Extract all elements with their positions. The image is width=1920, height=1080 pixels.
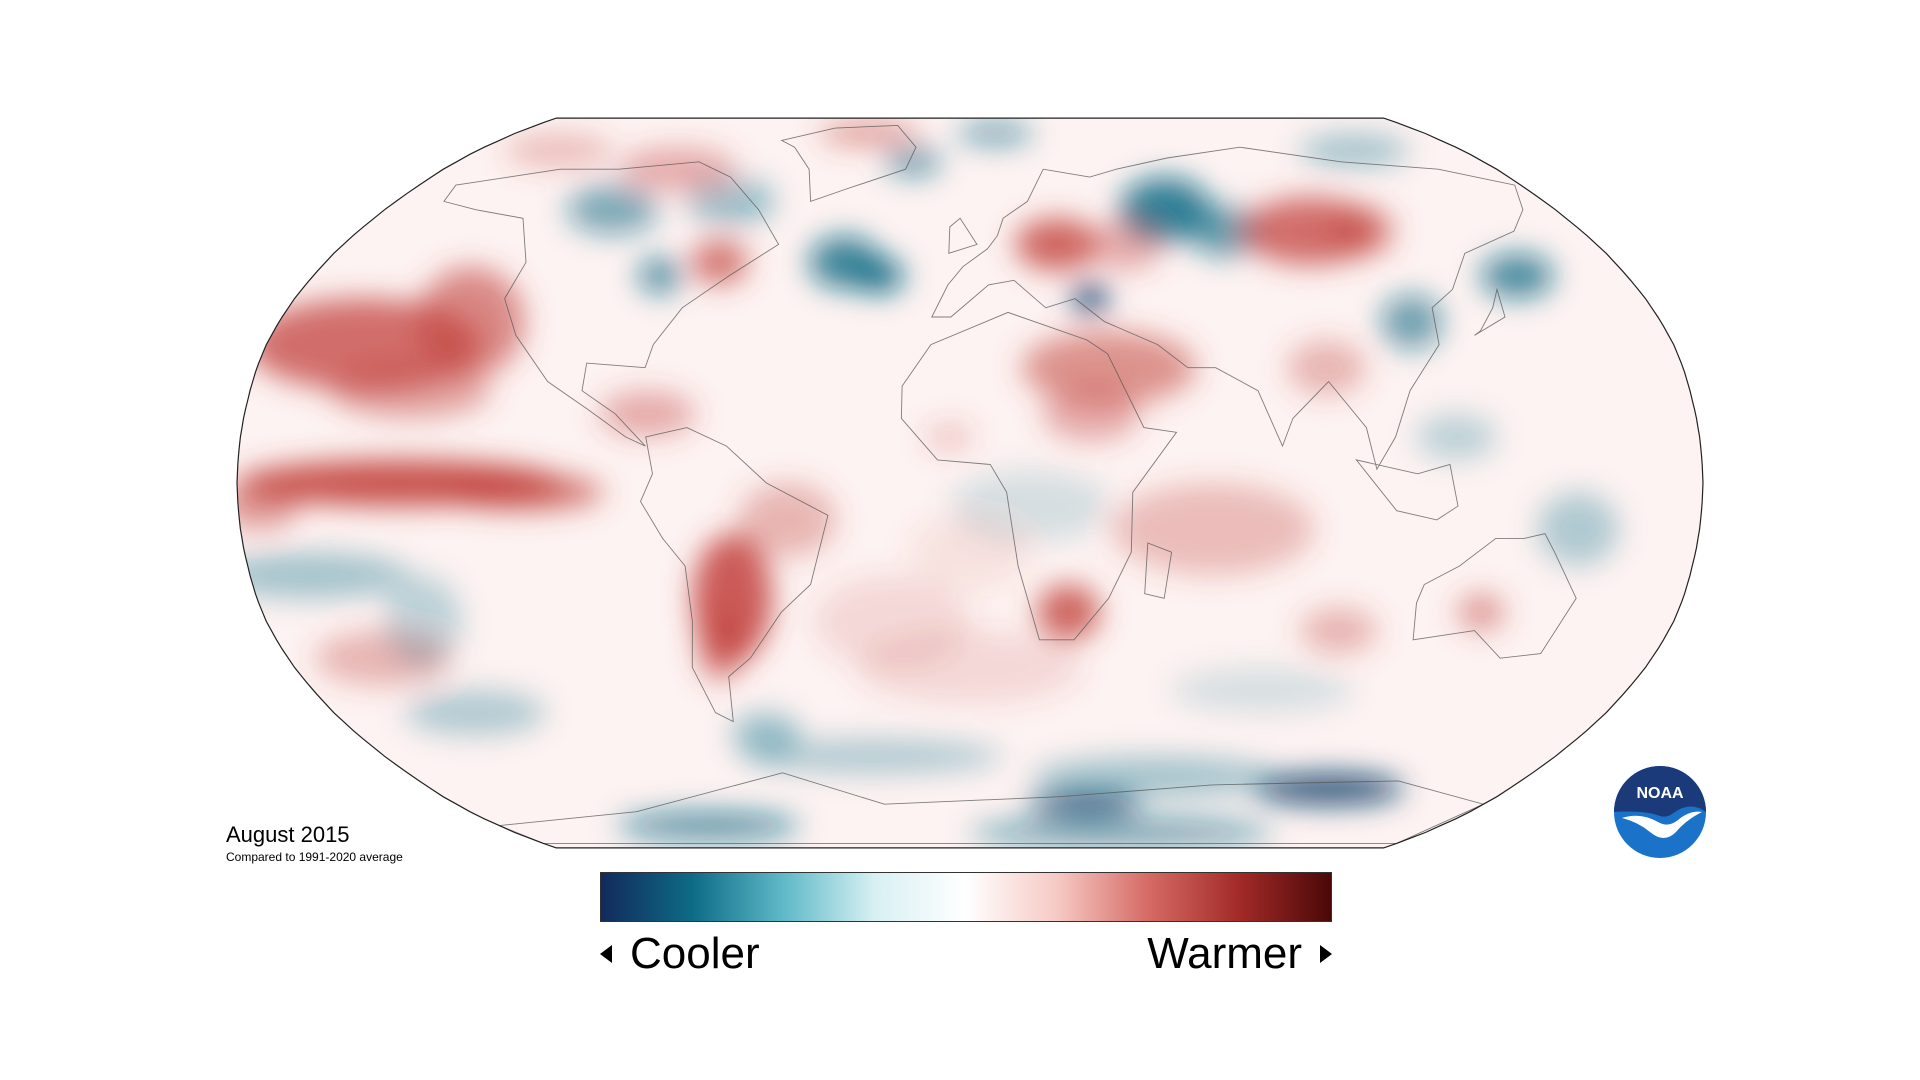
anomaly-region <box>742 739 1003 774</box>
warmer-text: Warmer <box>1147 929 1302 978</box>
anomaly-region <box>1111 482 1315 576</box>
continent-outline <box>499 772 1485 844</box>
anomaly-region <box>697 607 744 682</box>
anomaly-region <box>237 552 410 599</box>
anomaly-region <box>1021 330 1196 405</box>
anomaly-region <box>970 818 1274 847</box>
continent-outline <box>443 161 780 447</box>
globe-outline <box>236 117 1704 849</box>
anomaly-region <box>1380 294 1443 350</box>
anomaly-region <box>813 575 970 668</box>
continent-outline <box>639 427 829 723</box>
continent-outline <box>1144 542 1173 599</box>
anomaly-region <box>957 122 1034 145</box>
anomaly-region <box>1071 284 1109 313</box>
logo-text: NOAA <box>1636 785 1684 802</box>
anomaly-region <box>1036 584 1100 640</box>
continent-outline <box>1474 287 1506 336</box>
cooler-text: Cooler <box>630 929 760 978</box>
anomaly-region <box>686 177 776 226</box>
anomaly-region <box>566 185 658 235</box>
continent-outline <box>948 217 978 254</box>
warmer-label: Warmer <box>1147 928 1332 980</box>
cooler-label: Cooler <box>600 928 760 980</box>
continent-outline <box>900 311 1178 641</box>
anomaly-region <box>738 483 837 557</box>
anomaly-region <box>1042 386 1140 442</box>
anomaly-region <box>1015 218 1099 271</box>
anomaly-region <box>404 690 546 736</box>
anomaly-region <box>1091 218 1162 271</box>
anomaly-region <box>1299 133 1409 168</box>
color-scale-bar <box>600 872 1332 922</box>
anomaly-region <box>1327 205 1395 257</box>
anomaly-region <box>1537 492 1619 566</box>
continent-outline <box>931 146 1524 471</box>
caption-subtitle: Compared to 1991-2020 average <box>226 850 403 864</box>
continent-outline <box>1355 459 1459 521</box>
anomaly-region <box>504 133 614 168</box>
anomaly-region <box>690 240 749 285</box>
anomaly-region <box>383 575 462 668</box>
anomaly-region <box>330 363 490 419</box>
anomaly-region <box>599 390 696 437</box>
anomaly-region <box>1191 205 1259 257</box>
anomaly-region <box>440 473 604 511</box>
anomaly-region <box>1031 756 1280 798</box>
anomaly-region <box>617 811 800 840</box>
noaa-logo: NOAA <box>1614 766 1706 858</box>
anomaly-region <box>1287 340 1367 396</box>
anomaly-field <box>237 118 1703 848</box>
continent-outline <box>780 124 917 203</box>
anomaly-region <box>925 423 974 451</box>
anomaly-region <box>1457 593 1505 631</box>
anomaly-region <box>1170 667 1354 713</box>
anomaly-region <box>618 147 736 192</box>
caption-title: August 2015 <box>226 822 350 847</box>
right-arrow-icon <box>1320 945 1332 963</box>
anomaly-region <box>884 147 942 177</box>
anomaly-region <box>1027 792 1142 816</box>
anomaly-region <box>1299 607 1378 654</box>
anomaly-region <box>909 515 1031 590</box>
map-caption: August 2015 Compared to 1991-2020 averag… <box>226 822 403 864</box>
anomaly-region <box>1415 413 1497 460</box>
continent-outline <box>1412 533 1577 659</box>
anomaly-region <box>637 257 682 294</box>
left-arrow-icon <box>600 945 612 963</box>
continent-outlines <box>443 124 1577 844</box>
anomaly-region <box>237 483 300 530</box>
anomaly-region <box>1480 253 1554 299</box>
anomaly-region <box>1254 772 1404 805</box>
anomaly-region <box>853 257 905 294</box>
anomaly-region <box>417 266 525 377</box>
